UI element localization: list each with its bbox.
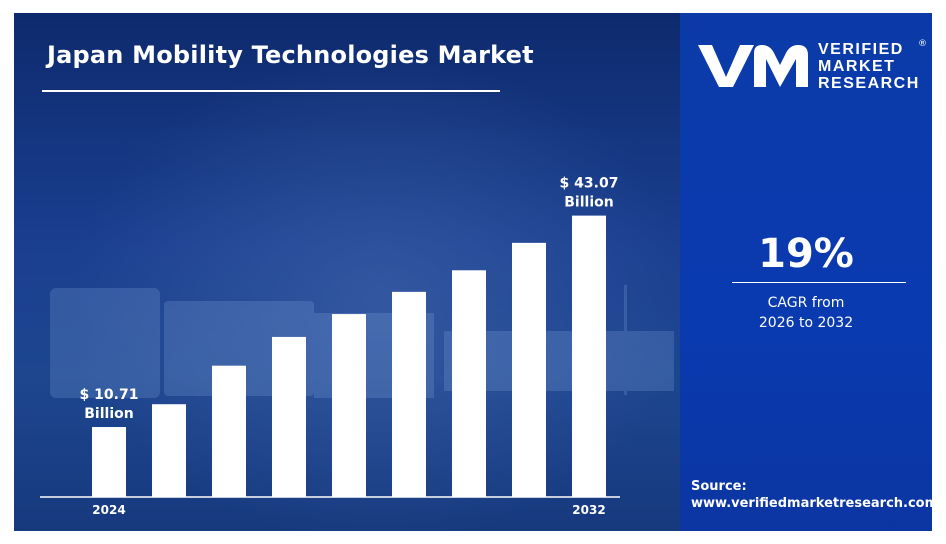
x-tick-labels: 2024 2032 [92,503,605,517]
bar-2025 [152,404,186,497]
bar-2032 [572,215,606,498]
bar-2030 [452,270,486,497]
cagr-label-line-1: CAGR from [767,295,845,311]
bar-2027 [272,336,306,497]
bars-group [92,215,606,498]
bar-2031 [512,242,546,497]
brand-line-2: MARKET [818,58,896,75]
cagr-value: 19% [758,231,854,277]
source-url: www.verifiedmarketresearch.com [691,496,939,511]
brand-line-3: RESEARCH [818,75,920,92]
data-label-2032-line-1: $ 43.07 [560,176,619,192]
data-labels: $ 10.71 Billion $ 43.07 Billion [80,176,619,422]
chart-title: Japan Mobility Technologies Market [47,41,534,69]
chart-panel: 2024 2032 $ 10.71 Billion $ 43.07 Billion Ja… [14,13,680,531]
bar-chart: 2024 2032 $ 10.71 Billion $ 43.07 Billion [40,176,674,517]
source-label: Source: [691,479,747,494]
info-panel: VERIFIED MARKET RESEARCH ® 19% CAGR from… [680,13,938,531]
infographic-frame: 2024 2032 $ 10.71 Billion $ 43.07 Billion Ja… [14,13,938,531]
brand-line-1: VERIFIED [818,41,904,58]
bar-2024 [92,427,126,497]
bar-2028 [332,314,366,497]
registered-mark: ® [918,39,927,49]
x-tick-label-2024: 2024 [92,503,125,517]
data-label-2032-line-2: Billion [564,195,613,211]
data-label-2024-line-1: $ 10.71 [80,387,139,403]
bar-2029 [392,291,426,497]
brand-wordmark: VERIFIED MARKET RESEARCH [818,41,920,92]
title-underline [42,90,500,92]
vmr-logo-icon [698,45,808,87]
cagr-label-line-2: 2026 to 2032 [758,315,854,331]
cagr-divider [732,282,906,283]
x-tick-label-2032: 2032 [572,503,605,517]
data-label-2024-line-2: Billion [84,406,133,422]
bar-2026 [212,365,246,497]
